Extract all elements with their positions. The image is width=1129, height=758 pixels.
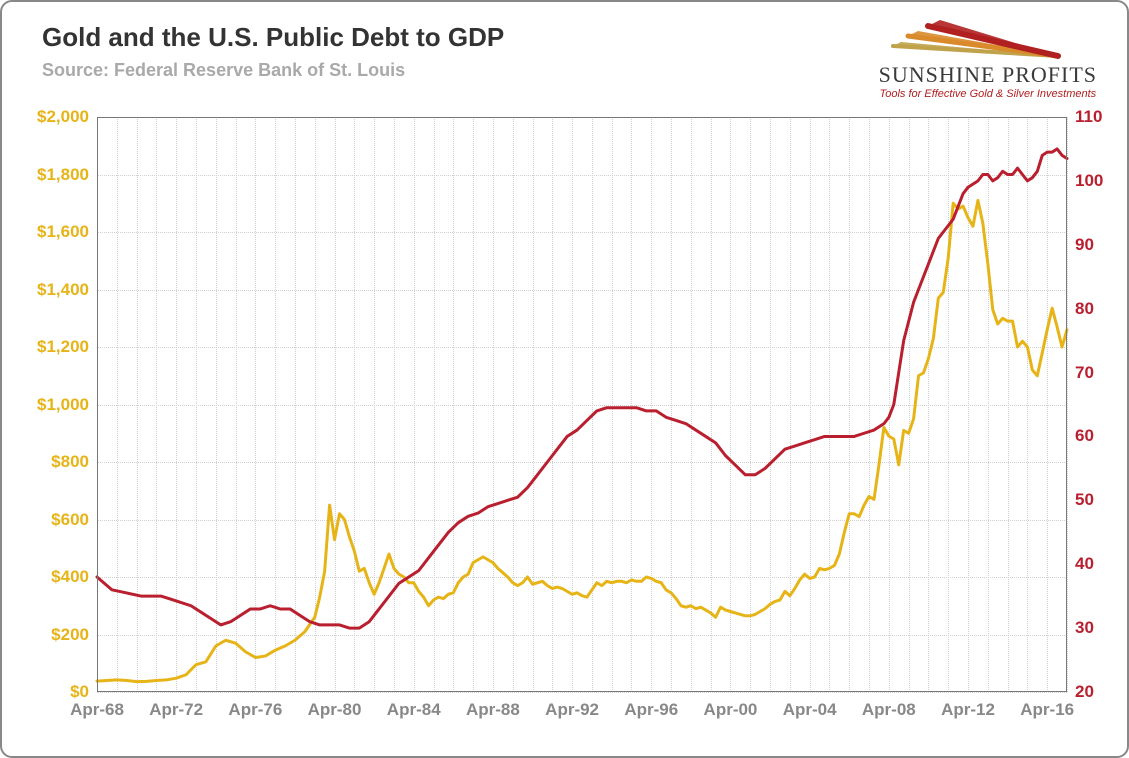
left-axis-tick: $800 — [27, 452, 89, 472]
left-axis-tick: $2,000 — [27, 107, 89, 127]
right-axis-tick: 30 — [1075, 618, 1094, 638]
brand-logo: SUNSHINE PROFITS Tools for Effective Gol… — [879, 20, 1097, 100]
chart-title: Gold and the U.S. Public Debt to GDP — [42, 22, 504, 53]
left-axis-tick: $200 — [27, 625, 89, 645]
x-axis-tick: Apr-68 — [70, 700, 124, 720]
right-axis-tick: 70 — [1075, 363, 1094, 383]
chart-frame: Gold and the U.S. Public Debt to GDP Sou… — [0, 0, 1129, 758]
logo-brand-text: SUNSHINE PROFITS — [879, 62, 1097, 88]
debt-series-line — [97, 149, 1067, 628]
left-axis-tick: $1,400 — [27, 280, 89, 300]
chart-source: Source: Federal Reserve Bank of St. Loui… — [42, 60, 405, 81]
x-axis-tick: Apr-72 — [149, 700, 203, 720]
left-axis-tick: $600 — [27, 510, 89, 530]
right-axis-tick: 110 — [1075, 107, 1102, 127]
x-axis-tick: Apr-96 — [624, 700, 678, 720]
x-axis-tick: Apr-84 — [387, 700, 441, 720]
right-axis-tick: 20 — [1075, 682, 1094, 702]
left-axis-tick: $400 — [27, 567, 89, 587]
series-svg — [97, 117, 1067, 692]
plot-area — [97, 117, 1067, 692]
gold-series-line — [97, 200, 1067, 681]
x-axis-tick: Apr-08 — [862, 700, 916, 720]
left-axis-tick: $0 — [27, 682, 89, 702]
x-axis-tick: Apr-00 — [704, 700, 758, 720]
right-axis-tick: 90 — [1075, 235, 1094, 255]
x-axis-tick: Apr-88 — [466, 700, 520, 720]
x-axis-tick: Apr-80 — [308, 700, 362, 720]
x-axis-tick: Apr-92 — [545, 700, 599, 720]
right-axis-tick: 80 — [1075, 299, 1094, 319]
right-axis-tick: 60 — [1075, 426, 1094, 446]
x-axis-tick: Apr-12 — [941, 700, 995, 720]
logo-rays-icon — [888, 20, 1088, 60]
left-axis-tick: $1,000 — [27, 395, 89, 415]
left-axis-tick: $1,200 — [27, 337, 89, 357]
logo-tagline-text: Tools for Effective Gold & Silver Invest… — [879, 88, 1097, 100]
x-axis-tick: Apr-76 — [228, 700, 282, 720]
right-axis-tick: 40 — [1075, 554, 1094, 574]
right-axis-tick: 50 — [1075, 490, 1094, 510]
left-axis-tick: $1,800 — [27, 165, 89, 185]
left-axis-tick: $1,600 — [27, 222, 89, 242]
right-axis-tick: 100 — [1075, 171, 1103, 191]
x-axis-tick: Apr-04 — [783, 700, 837, 720]
x-axis-tick: Apr-16 — [1020, 700, 1074, 720]
